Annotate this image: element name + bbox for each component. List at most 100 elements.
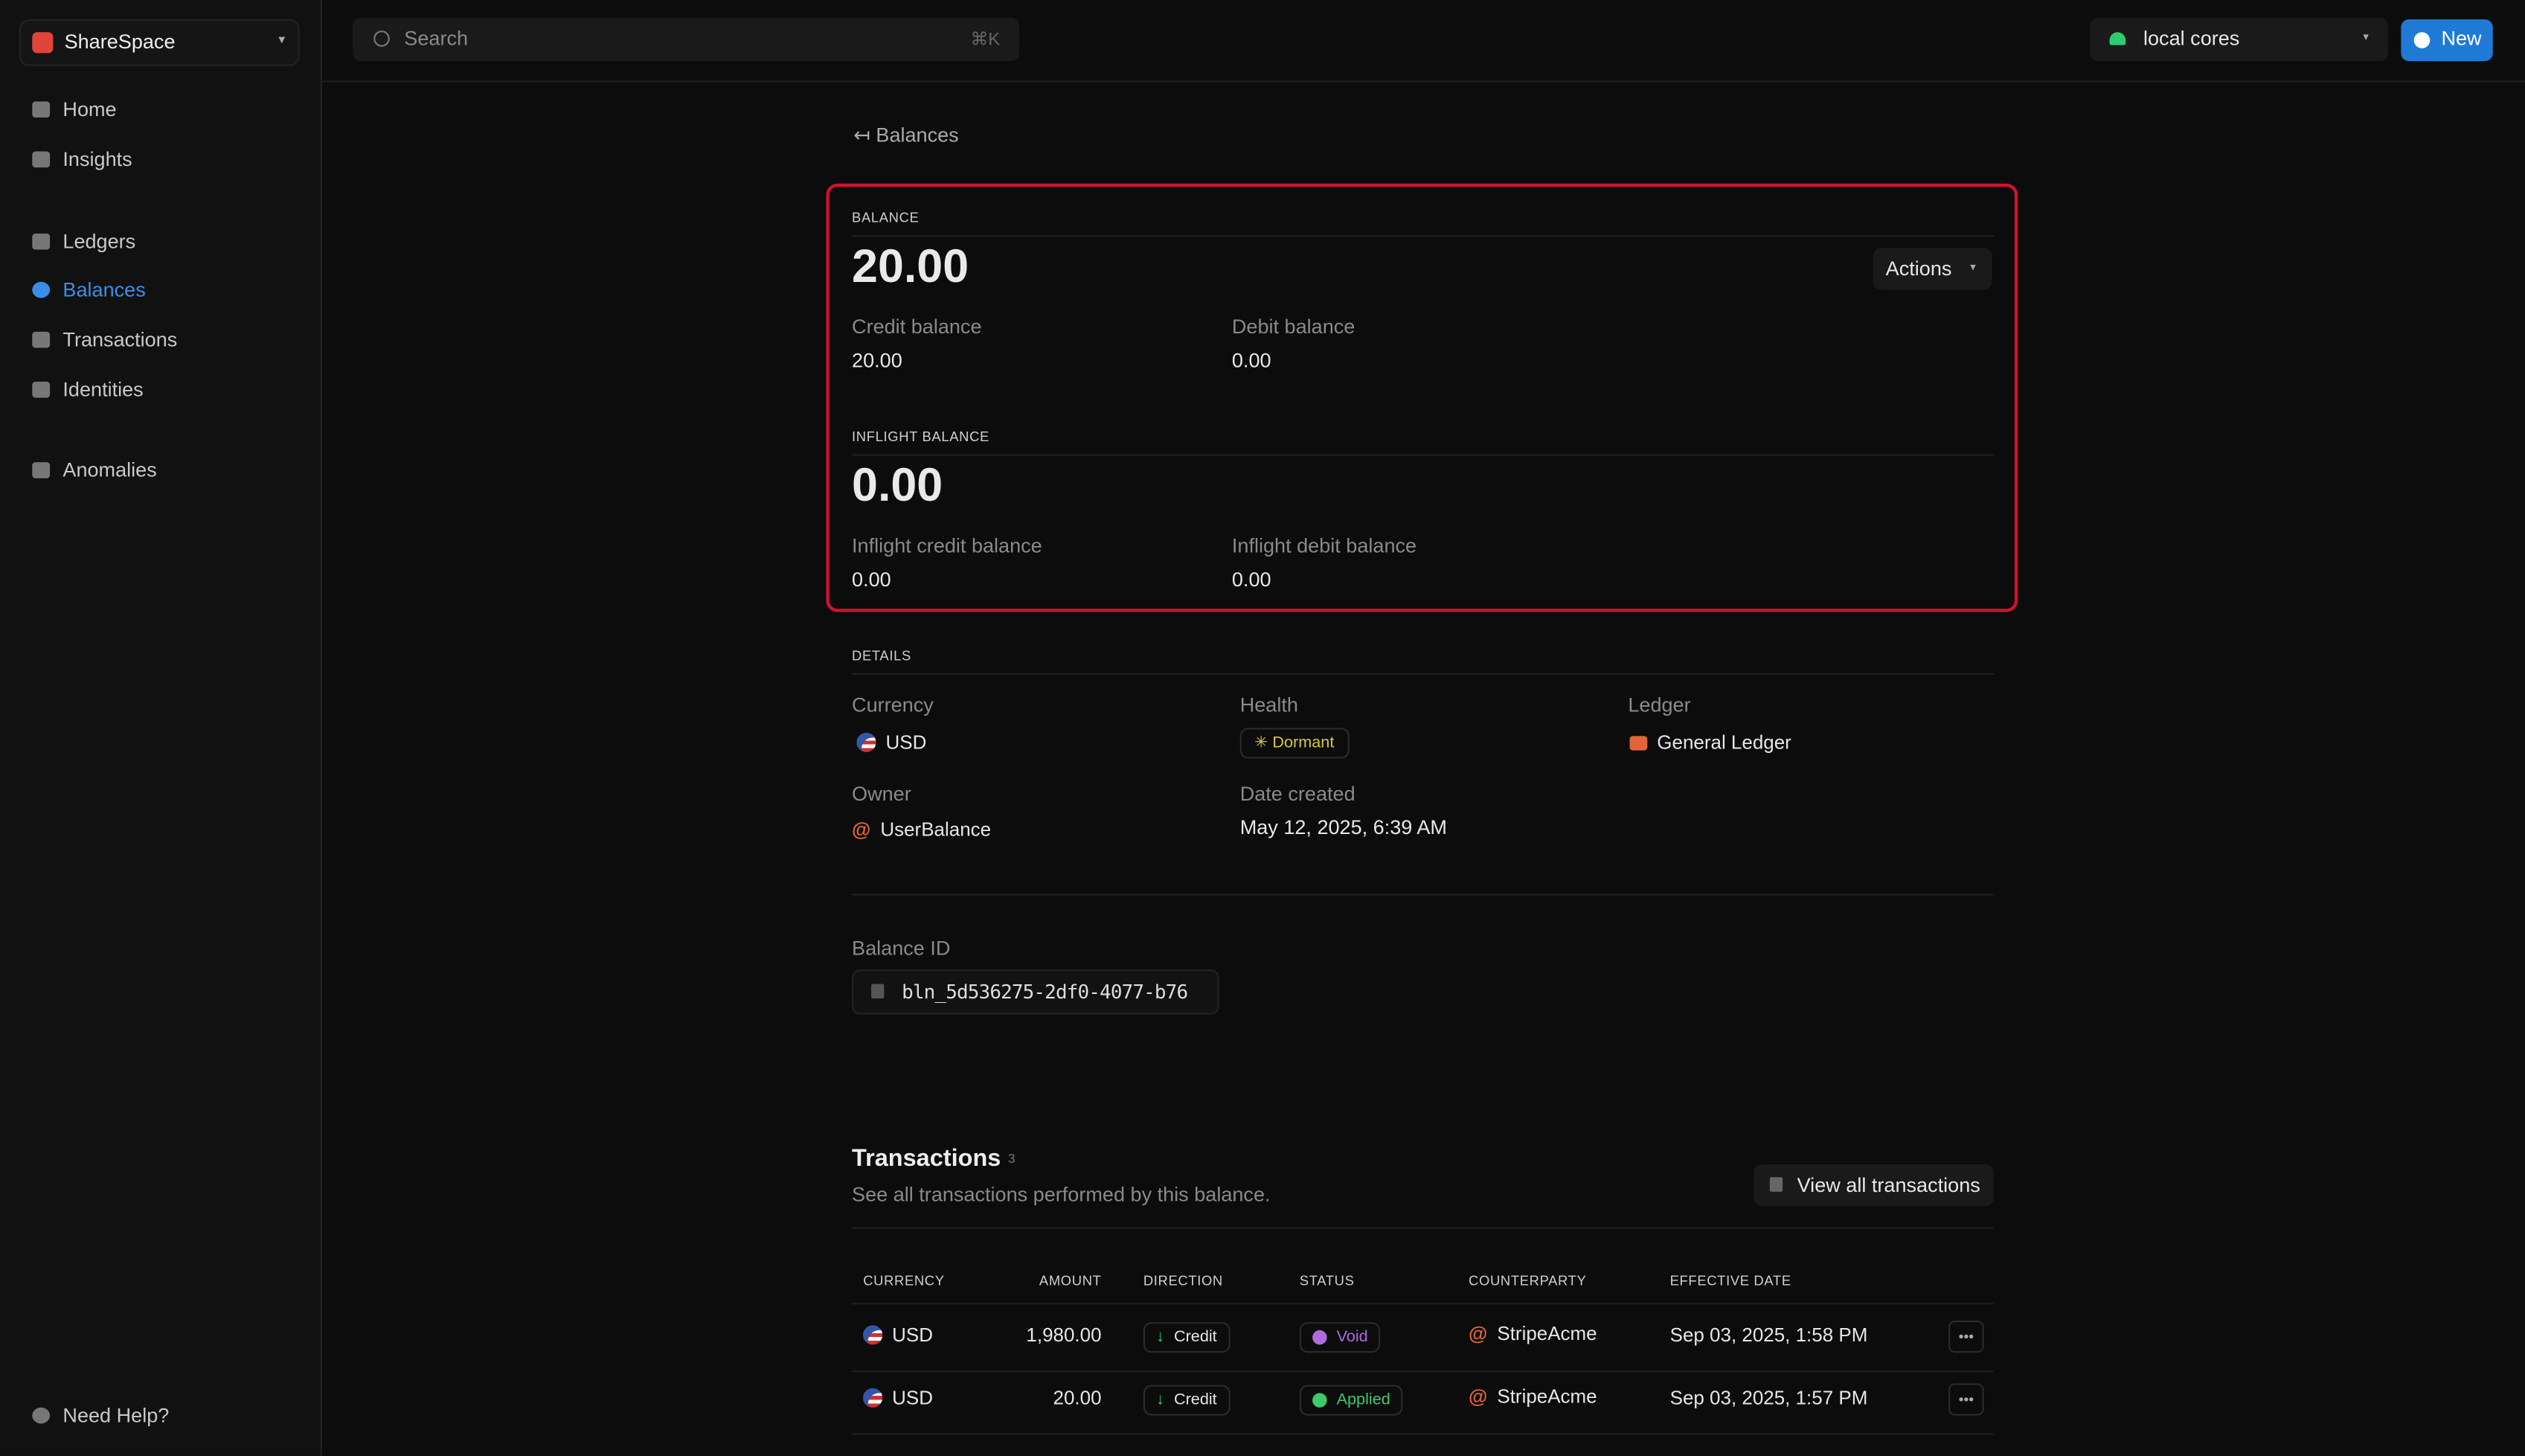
health-value: Dormant bbox=[1272, 734, 1335, 752]
balance-amount: 20.00 bbox=[852, 241, 969, 293]
field-label: Owner bbox=[852, 782, 911, 806]
divider bbox=[852, 1227, 1994, 1229]
field-label: Currency bbox=[852, 693, 934, 717]
owner[interactable]: @ UserBalance bbox=[852, 818, 992, 841]
nav-label: Home bbox=[62, 98, 117, 121]
status-badge: Applied bbox=[1299, 1385, 1404, 1416]
field-label: Balance ID bbox=[852, 937, 951, 960]
chevron: ▾ bbox=[2363, 32, 2370, 44]
column-header: EFFECTIVE DATE bbox=[1669, 1271, 1791, 1289]
field-value: 20.00 bbox=[852, 349, 902, 373]
status-icon bbox=[1312, 1393, 1327, 1408]
cell-text: USD bbox=[892, 1386, 934, 1409]
search-icon bbox=[373, 31, 390, 47]
nav-item[interactable]: Ledgers bbox=[32, 231, 135, 253]
currency: USD bbox=[856, 731, 927, 754]
view-all-button[interactable]: View all transactions bbox=[1754, 1164, 1994, 1207]
cell-date: Sep 03, 2025, 1:57 PM bbox=[1669, 1386, 1868, 1409]
cell-counterparty[interactable]: @ StripeAcme bbox=[1469, 1322, 1597, 1344]
cell-text: USD bbox=[892, 1324, 934, 1347]
nav-item[interactable]: Identities bbox=[32, 378, 144, 401]
workspace-switcher[interactable]: ShareSpace ▾ bbox=[19, 19, 300, 66]
cell-text: StripeAcme bbox=[1497, 1385, 1597, 1408]
cell-counterparty[interactable]: @ StripeAcme bbox=[1469, 1385, 1597, 1408]
sidebar: ShareSpace ▾ Home Insights Ledgers Balances… bbox=[0, 0, 322, 1456]
column-header: COUNTERPARTY bbox=[1469, 1271, 1587, 1289]
actions-label: Actions bbox=[1885, 257, 1952, 280]
cell-amount: 1,980.00 bbox=[1026, 1324, 1102, 1347]
row-menu[interactable]: ••• bbox=[1948, 1383, 1984, 1416]
cell-currency: USD bbox=[863, 1324, 934, 1347]
divider bbox=[852, 673, 1994, 675]
help-link[interactable]: Need Help? bbox=[32, 1404, 170, 1427]
column-header: AMOUNT bbox=[1039, 1271, 1102, 1289]
section-label: BALANCE bbox=[852, 209, 920, 226]
nav-item[interactable]: Anomalies bbox=[32, 458, 157, 482]
divider bbox=[852, 454, 1994, 456]
highlight-frame bbox=[826, 183, 2018, 612]
field-label: Inflight credit balance bbox=[852, 534, 1042, 557]
section-label: DETAILS bbox=[852, 647, 911, 664]
help-text: Need Help? bbox=[62, 1404, 170, 1427]
at-icon: @ bbox=[1469, 1322, 1488, 1345]
ledger[interactable]: General Ledger bbox=[1629, 731, 1791, 754]
cell-text: Credit bbox=[1173, 1391, 1217, 1409]
wifi-icon bbox=[2109, 32, 2126, 45]
status-badge: Void bbox=[1299, 1322, 1382, 1353]
workspace-logo bbox=[32, 32, 54, 54]
new-label: New bbox=[2441, 27, 2482, 51]
nav-label: Insights bbox=[62, 148, 132, 171]
field-value: 0.00 bbox=[1231, 568, 1271, 591]
nav-label: Anomalies bbox=[62, 458, 157, 482]
transactions-count: 3 bbox=[1008, 1151, 1016, 1167]
cell-amount: 20.00 bbox=[1053, 1386, 1102, 1409]
breadcrumb[interactable]: ↤ Balances bbox=[853, 124, 959, 147]
flag-icon bbox=[863, 1388, 883, 1408]
nav-label: Transactions bbox=[62, 328, 178, 351]
divider bbox=[852, 1433, 1994, 1435]
cell-text: Void bbox=[1336, 1328, 1368, 1347]
balance-id: bln_5d536275-2df0-4077-b76 bbox=[902, 981, 1188, 1004]
column-header: DIRECTION bbox=[1143, 1271, 1223, 1289]
field-label: Inflight debit balance bbox=[1231, 534, 1417, 557]
owner-value: UserBalance bbox=[880, 818, 992, 841]
cell-currency: USD bbox=[863, 1387, 933, 1409]
icon bbox=[1769, 1177, 1783, 1192]
direction-badge: ↓ Credit bbox=[1143, 1385, 1231, 1416]
nav-item[interactable]: Balances bbox=[32, 278, 146, 301]
direction-badge: ↓ Credit bbox=[1143, 1322, 1231, 1353]
workspace-name: ShareSpace bbox=[64, 31, 176, 54]
new-button[interactable]: New bbox=[2401, 19, 2493, 62]
search-box[interactable]: Search ⌘K bbox=[353, 17, 1020, 62]
nav-item[interactable]: Insights bbox=[32, 148, 132, 170]
nav-item[interactable]: Transactions bbox=[32, 329, 177, 351]
search-placeholder: Search bbox=[404, 27, 469, 51]
section-label: INFLIGHT BALANCE bbox=[852, 428, 989, 445]
chevron: ▾ bbox=[1970, 262, 1976, 274]
view-all-label: View all transactions bbox=[1797, 1173, 1980, 1197]
at-icon: @ bbox=[1469, 1385, 1488, 1408]
inflight-amount: 0.00 bbox=[852, 461, 943, 513]
field-label: Debit balance bbox=[1231, 315, 1355, 339]
field-label: Credit balance bbox=[852, 315, 982, 339]
nav-item[interactable]: Home bbox=[32, 98, 117, 121]
field-label: Ledger bbox=[1628, 693, 1691, 717]
actions-button[interactable]: Actions ▾ bbox=[1873, 248, 1992, 290]
row-menu[interactable]: ••• bbox=[1948, 1320, 1984, 1353]
field-label: Health bbox=[1239, 693, 1298, 717]
environment-select[interactable]: local cores ▾ bbox=[2090, 17, 2389, 62]
topbar: Search ⌘K local cores ▾ New bbox=[321, 0, 2525, 83]
environment-name: local cores bbox=[2143, 27, 2240, 51]
currency-value: USD bbox=[885, 731, 927, 754]
nav-label: Balances bbox=[62, 278, 146, 301]
balance-id-box[interactable]: bln_5d536275-2df0-4077-b76 bbox=[852, 969, 1219, 1015]
divider bbox=[852, 1303, 1994, 1305]
field-value: May 12, 2025, 6:39 AM bbox=[1239, 816, 1447, 839]
ledger-value: General Ledger bbox=[1657, 731, 1791, 754]
health-badge: ✳ Dormant bbox=[1239, 728, 1349, 759]
breadcrumb-text: Balances bbox=[876, 124, 959, 147]
shortcut: ⌘K bbox=[970, 31, 1001, 51]
field-label: Date created bbox=[1239, 782, 1355, 806]
nav-label: Identities bbox=[62, 378, 144, 401]
